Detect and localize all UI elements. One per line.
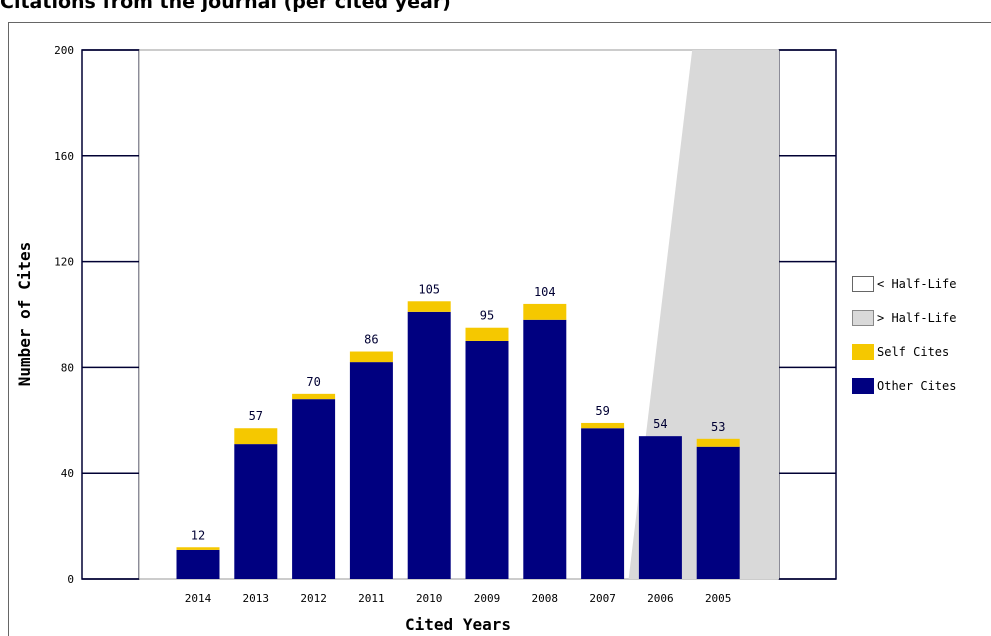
bar-other-2011 [349, 362, 393, 579]
y-tick-label-200: 200 [54, 44, 74, 57]
legend-swatch-other-cites [852, 378, 874, 394]
left-panel [81, 49, 140, 580]
value-label-2006: 54 [653, 417, 667, 431]
x-tick-label-2014: 2014 [185, 592, 212, 605]
chart-title: Citations from the journal (per cited ye… [0, 0, 451, 13]
legend-swatch-above-half-life [852, 310, 874, 326]
legend-label-above-half-life: > Half-Life [877, 311, 956, 325]
y-tick-label-0: 0 [67, 573, 74, 586]
legend-label-self-cites: Self Cites [877, 345, 949, 359]
x-tick-label-2006: 2006 [647, 592, 674, 605]
x-tick-label-2005: 2005 [705, 592, 732, 605]
bar-self-2010 [407, 301, 451, 312]
bar-other-2005 [696, 446, 740, 579]
bar-self-2014 [176, 547, 220, 550]
value-label-2008: 104 [534, 285, 556, 299]
x-axis-title: Cited Years [405, 615, 511, 634]
y-tick-label-80: 80 [61, 361, 74, 374]
bar-self-2012 [292, 393, 336, 400]
bar-self-2007 [581, 422, 625, 429]
bar-self-2008 [523, 303, 567, 320]
bar-other-2007 [581, 428, 625, 579]
value-label-2012: 70 [306, 375, 320, 389]
y-tick-label-160: 160 [54, 150, 74, 163]
x-tick-label-2008: 2008 [532, 592, 559, 605]
legend-swatch-below-half-life [852, 276, 874, 292]
legend-label-below-half-life: < Half-Life [877, 277, 956, 291]
x-tick-label-2007: 2007 [589, 592, 616, 605]
bar-other-2013 [234, 444, 278, 579]
bar-other-2010 [407, 311, 451, 579]
x-tick-label-2013: 2013 [243, 592, 270, 605]
y-tick-label-120: 120 [54, 256, 74, 269]
value-label-2005: 53 [711, 420, 725, 434]
value-label-2010: 105 [418, 282, 440, 296]
x-tick-label-2012: 2012 [300, 592, 327, 605]
right-panel [778, 49, 837, 580]
x-tick-label-2011: 2011 [358, 592, 385, 605]
y-tick-label-40: 40 [61, 467, 74, 480]
x-tick-label-2009: 2009 [474, 592, 501, 605]
bar-self-2005 [696, 438, 740, 447]
value-label-2014: 12 [191, 528, 205, 542]
legend-swatch-self-cites [852, 344, 874, 360]
bar-other-2009 [465, 340, 509, 579]
value-label-2007: 59 [595, 404, 609, 418]
value-label-2009: 95 [480, 309, 494, 323]
value-label-2013: 57 [249, 409, 263, 423]
bar-self-2013 [234, 428, 278, 445]
value-label-2011: 86 [364, 333, 378, 347]
legend-label-other-cites: Other Cites [877, 379, 956, 393]
y-axis-title: Number of Cites [15, 242, 34, 387]
x-tick-label-2010: 2010 [416, 592, 443, 605]
bar-other-2008 [523, 319, 567, 579]
bar-other-2012 [292, 399, 336, 579]
bar-other-2006 [638, 436, 682, 579]
bar-self-2009 [465, 327, 509, 341]
bar-self-2011 [349, 351, 393, 363]
bar-other-2014 [176, 549, 220, 579]
